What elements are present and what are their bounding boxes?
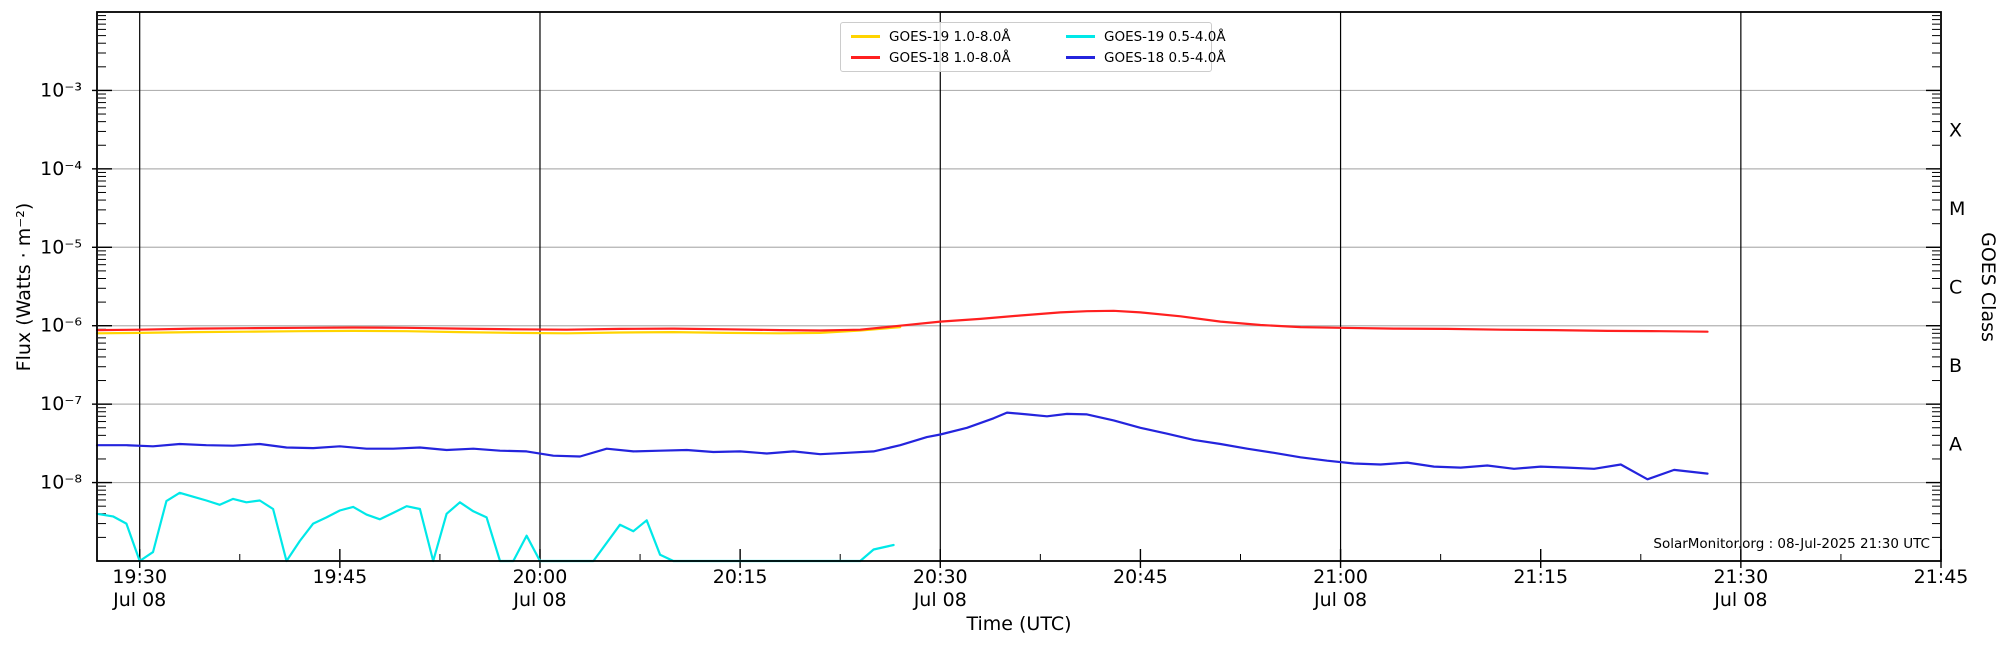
legend-line-sample bbox=[1066, 56, 1095, 59]
legend-entry: GOES-18 1.0-8.0Å bbox=[851, 50, 1066, 66]
goes-class-letter: C bbox=[1949, 277, 1962, 299]
legend: GOES-19 1.0-8.0Å GOES-18 1.0-8.0Å GOES-19 … bbox=[840, 22, 1226, 72]
x-tick-date-label: Jul 08 bbox=[913, 589, 967, 611]
legend-entry-label: GOES-19 0.5-4.0Å bbox=[1104, 28, 1226, 45]
vertical-gridlines bbox=[139, 12, 1742, 561]
x-tick-label: 21:30 bbox=[1713, 566, 1768, 588]
goes18_short-series-line bbox=[95, 411, 1709, 481]
data-series bbox=[95, 309, 1709, 563]
y-tick-label: 10⁻⁷ bbox=[40, 393, 82, 415]
legend-line-sample bbox=[851, 35, 880, 38]
goes19_short-series-line bbox=[95, 491, 895, 563]
x-tick-label: 21:00 bbox=[1313, 566, 1368, 588]
horizontal-gridlines bbox=[97, 89, 1941, 484]
y-tick-label: 10⁻³ bbox=[40, 79, 82, 101]
x-tick-label: 21:15 bbox=[1513, 566, 1568, 588]
y-tick-label: 10⁻⁶ bbox=[40, 315, 82, 337]
x-tick-label: 20:15 bbox=[713, 566, 768, 588]
legend-entry-label: GOES-19 1.0-8.0Å bbox=[889, 28, 1011, 45]
y-axis-title: Flux (Watts · m⁻²) bbox=[13, 202, 35, 372]
watermark-text: SolarMonitor.org : 08-Jul-2025 21:30 UTC bbox=[1653, 536, 1930, 552]
legend-entry: GOES-18 0.5-4.0Å bbox=[1066, 50, 1226, 66]
x-tick-date-label: Jul 08 bbox=[512, 589, 566, 611]
legend-entry-label: GOES-18 1.0-8.0Å bbox=[889, 49, 1011, 66]
goes18_long-series-line bbox=[95, 309, 1709, 333]
y-tick-label: 10⁻⁵ bbox=[40, 236, 82, 258]
goes-class-letter: A bbox=[1949, 433, 1962, 455]
goes-class-letter: X bbox=[1949, 120, 1962, 142]
x-tick-label: 20:30 bbox=[913, 566, 968, 588]
x-axis-title: Time (UTC) bbox=[966, 613, 1072, 635]
x-tick-label: 20:00 bbox=[513, 566, 568, 588]
right-axis-title: GOES Class bbox=[1977, 232, 1999, 342]
plot-frame bbox=[96, 11, 1942, 562]
legend-line-sample bbox=[851, 56, 880, 59]
y-tick-label: 10⁻⁴ bbox=[40, 158, 82, 180]
goes-class-labels: X M C B A bbox=[1949, 120, 1965, 456]
x-tick-date-label: Jul 08 bbox=[112, 589, 166, 611]
axis-ticks bbox=[92, 15, 1942, 568]
x-tick-date-label: Jul 08 bbox=[1713, 589, 1767, 611]
y-tick-label: 10⁻⁸ bbox=[40, 472, 82, 494]
goes-class-letter: B bbox=[1949, 355, 1962, 377]
x-tick-date-label: Jul 08 bbox=[1313, 589, 1367, 611]
goes-class-letter: M bbox=[1949, 198, 1965, 220]
y-tick-labels: 10⁻³ 10⁻⁴ 10⁻⁵ 10⁻⁶ 10⁻⁷ 10⁻⁸ bbox=[40, 79, 82, 493]
x-tick-label: 19:45 bbox=[312, 566, 367, 588]
legend-line-sample bbox=[1066, 35, 1095, 38]
x-tick-label: 19:30 bbox=[112, 566, 167, 588]
legend-entry: GOES-19 1.0-8.0Å bbox=[851, 29, 1066, 45]
x-tick-label: 20:45 bbox=[1113, 566, 1168, 588]
legend-entry-label: GOES-18 0.5-4.0Å bbox=[1104, 49, 1226, 66]
goes19_long-series-line bbox=[95, 326, 902, 335]
legend-entry: GOES-19 0.5-4.0Å bbox=[1066, 29, 1226, 45]
x-tick-label: 21:45 bbox=[1914, 566, 1969, 588]
